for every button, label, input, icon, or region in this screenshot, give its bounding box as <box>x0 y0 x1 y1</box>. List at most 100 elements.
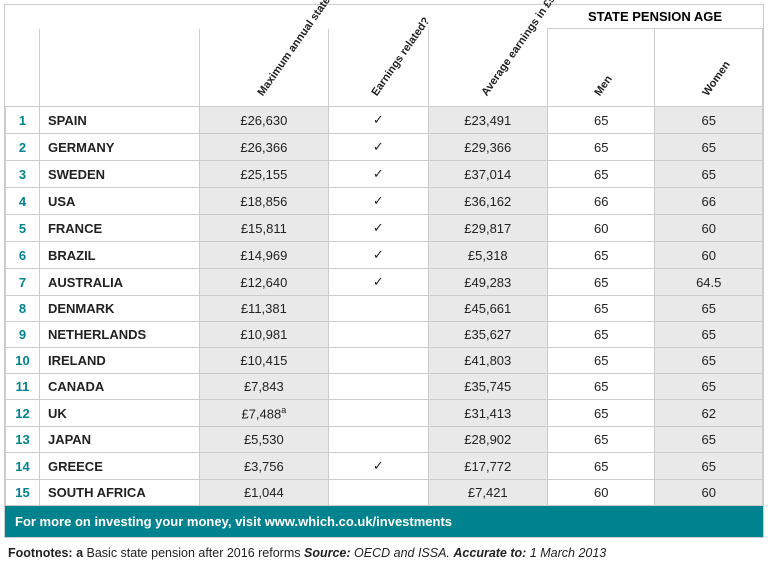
accurate-label: Accurate to: <box>453 546 526 560</box>
earnings-related-cell: ✓ <box>329 215 428 242</box>
avg-earnings-cell: £7,421 <box>428 480 548 506</box>
earnings-related-cell <box>329 374 428 400</box>
table-row: 4USA£18,856✓£36,1626666 <box>6 188 763 215</box>
table-row: 7AUSTRALIA£12,640✓£49,2836564.5 <box>6 269 763 296</box>
women-cell: 60 <box>655 242 763 269</box>
women-cell: 62 <box>655 400 763 427</box>
earnings-related-cell <box>329 296 428 322</box>
footnotes: Footnotes: a Basic state pension after 2… <box>4 538 764 568</box>
rank-cell: 9 <box>6 322 40 348</box>
avg-earnings-cell: £28,902 <box>428 427 548 453</box>
max-pension-cell: £10,981 <box>199 322 328 348</box>
men-cell: 65 <box>548 296 655 322</box>
country-cell: SWEDEN <box>39 161 199 188</box>
table-row: 15SOUTH AFRICA£1,044£7,4216060 <box>6 480 763 506</box>
table-row: 5FRANCE£15,811✓£29,8176060 <box>6 215 763 242</box>
avg-earnings-cell: £41,803 <box>428 348 548 374</box>
rank-cell: 7 <box>6 269 40 296</box>
source-label: Source: <box>304 546 351 560</box>
country-cell: NETHERLANDS <box>39 322 199 348</box>
men-cell: 65 <box>548 427 655 453</box>
table-row: 2GERMANY£26,366✓£29,3666565 <box>6 134 763 161</box>
avg-earnings-cell: £35,627 <box>428 322 548 348</box>
country-cell: JAPAN <box>39 427 199 453</box>
men-cell: 65 <box>548 269 655 296</box>
table-row: 8DENMARK£11,381£45,6616565 <box>6 296 763 322</box>
table-row: 12UK£7,488a£31,4136562 <box>6 400 763 427</box>
pension-table: STATE PENSION AGE Maximum annual state p… <box>5 5 763 506</box>
country-cell: USA <box>39 188 199 215</box>
avg-earnings-cell: £5,318 <box>428 242 548 269</box>
avg-earnings-cell: £17,772 <box>428 453 548 480</box>
source-text: OECD and ISSA. <box>354 546 450 560</box>
avg-earnings-cell: £45,661 <box>428 296 548 322</box>
women-cell: 65 <box>655 374 763 400</box>
country-cell: SPAIN <box>39 107 199 134</box>
pension-table-container: STATE PENSION AGE Maximum annual state p… <box>4 4 764 538</box>
men-cell: 65 <box>548 322 655 348</box>
women-cell: 65 <box>655 161 763 188</box>
rank-cell: 13 <box>6 427 40 453</box>
max-pension-cell: £10,415 <box>199 348 328 374</box>
table-row: 9NETHERLANDS£10,981£35,6276565 <box>6 322 763 348</box>
men-cell: 65 <box>548 134 655 161</box>
men-cell: 65 <box>548 242 655 269</box>
footnote-a-key: a <box>76 546 83 560</box>
max-pension-cell: £26,630 <box>199 107 328 134</box>
max-pension-cell: £1,044 <box>199 480 328 506</box>
country-cell: FRANCE <box>39 215 199 242</box>
earnings-related-cell <box>329 400 428 427</box>
avg-earnings-cell: £37,014 <box>428 161 548 188</box>
women-cell: 66 <box>655 188 763 215</box>
table-row: 10IRELAND£10,415£41,8036565 <box>6 348 763 374</box>
men-cell: 65 <box>548 374 655 400</box>
rank-cell: 12 <box>6 400 40 427</box>
women-cell: 65 <box>655 348 763 374</box>
women-cell: 65 <box>655 134 763 161</box>
earnings-related-cell: ✓ <box>329 269 428 296</box>
rank-cell: 15 <box>6 480 40 506</box>
table-row: 13JAPAN£5,530£28,9026565 <box>6 427 763 453</box>
accurate-text: 1 March 2013 <box>530 546 606 560</box>
footnote-a-text: Basic state pension after 2016 reforms <box>87 546 301 560</box>
max-pension-cell: £7,843 <box>199 374 328 400</box>
max-pension-cell: £11,381 <box>199 296 328 322</box>
women-cell: 65 <box>655 296 763 322</box>
max-pension-cell: £15,811 <box>199 215 328 242</box>
avg-earnings-cell: £29,817 <box>428 215 548 242</box>
rank-cell: 8 <box>6 296 40 322</box>
men-cell: 60 <box>548 480 655 506</box>
avg-earnings-cell: £23,491 <box>428 107 548 134</box>
avg-earnings-cell: £35,745 <box>428 374 548 400</box>
country-cell: GREECE <box>39 453 199 480</box>
earnings-related-cell: ✓ <box>329 161 428 188</box>
avg-earnings-cell: £36,162 <box>428 188 548 215</box>
men-cell: 60 <box>548 215 655 242</box>
table-row: 3SWEDEN£25,155✓£37,0146565 <box>6 161 763 188</box>
max-pension-cell: £12,640 <box>199 269 328 296</box>
men-cell: 65 <box>548 107 655 134</box>
rank-cell: 14 <box>6 453 40 480</box>
country-cell: GERMANY <box>39 134 199 161</box>
country-cell: AUSTRALIA <box>39 269 199 296</box>
rank-cell: 10 <box>6 348 40 374</box>
rank-cell: 1 <box>6 107 40 134</box>
col-women: Women <box>700 59 733 98</box>
women-cell: 60 <box>655 480 763 506</box>
table-row: 11CANADA£7,843£35,7456565 <box>6 374 763 400</box>
earnings-related-cell <box>329 348 428 374</box>
country-cell: SOUTH AFRICA <box>39 480 199 506</box>
earnings-related-cell: ✓ <box>329 242 428 269</box>
earnings-related-cell <box>329 427 428 453</box>
earnings-related-cell: ✓ <box>329 107 428 134</box>
max-pension-cell: £7,488a <box>199 400 328 427</box>
earnings-related-cell: ✓ <box>329 134 428 161</box>
men-cell: 65 <box>548 400 655 427</box>
max-pension-cell: £14,969 <box>199 242 328 269</box>
table-body: 1SPAIN£26,630✓£23,49165652GERMANY£26,366… <box>6 107 763 506</box>
earnings-related-cell: ✓ <box>329 453 428 480</box>
women-cell: 64.5 <box>655 269 763 296</box>
rank-cell: 5 <box>6 215 40 242</box>
rank-cell: 2 <box>6 134 40 161</box>
earnings-related-cell <box>329 322 428 348</box>
